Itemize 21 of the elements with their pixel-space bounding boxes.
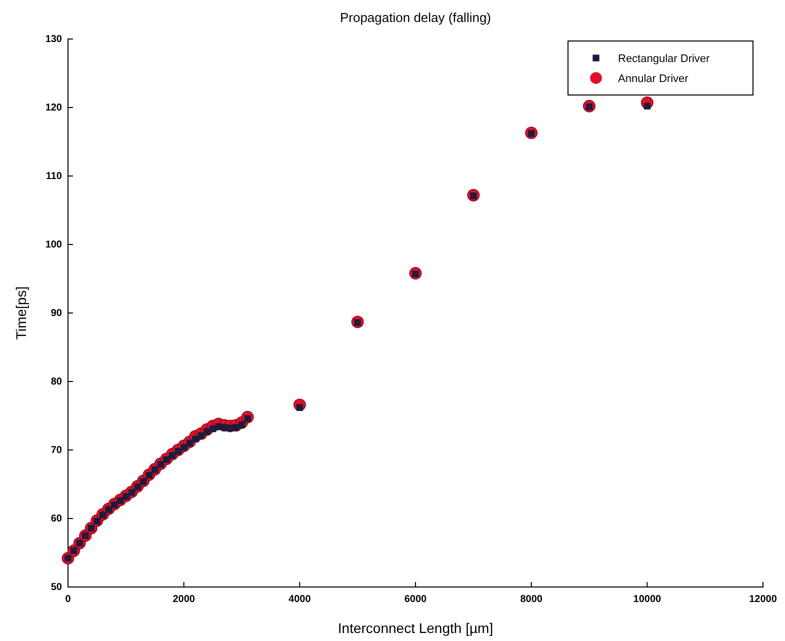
y-tick-label: 60 — [50, 514, 62, 525]
x-axis-title: Interconnect Length [µm] — [338, 620, 494, 636]
x-tick-label: 6000 — [404, 594, 428, 605]
y-tick-label: 70 — [50, 445, 62, 456]
legend-label: Rectangular Driver — [618, 53, 710, 65]
x-tick-label: 10000 — [633, 594, 662, 605]
x-tick-label: 4000 — [288, 594, 312, 605]
y-tick-label: 90 — [50, 308, 62, 320]
y-axis-title: Time[ps] — [13, 286, 29, 340]
y-tick-label: 120 — [45, 102, 62, 114]
y-tick-label: 100 — [45, 240, 62, 251]
y-tick-label: 110 — [46, 171, 62, 182]
y-tick-label: 50 — [50, 582, 62, 594]
x-tick-label: 12000 — [749, 594, 778, 605]
chart-title: Propagation delay (falling) — [340, 10, 492, 25]
legend-label: Annular Driver — [618, 73, 689, 85]
y-tick-label: 80 — [50, 376, 62, 388]
x-tick-label: 8000 — [520, 594, 543, 605]
x-tick-label: 2000 — [172, 594, 196, 605]
y-tick-label: 130 — [45, 34, 62, 46]
x-tick-label: 0 — [65, 594, 72, 605]
